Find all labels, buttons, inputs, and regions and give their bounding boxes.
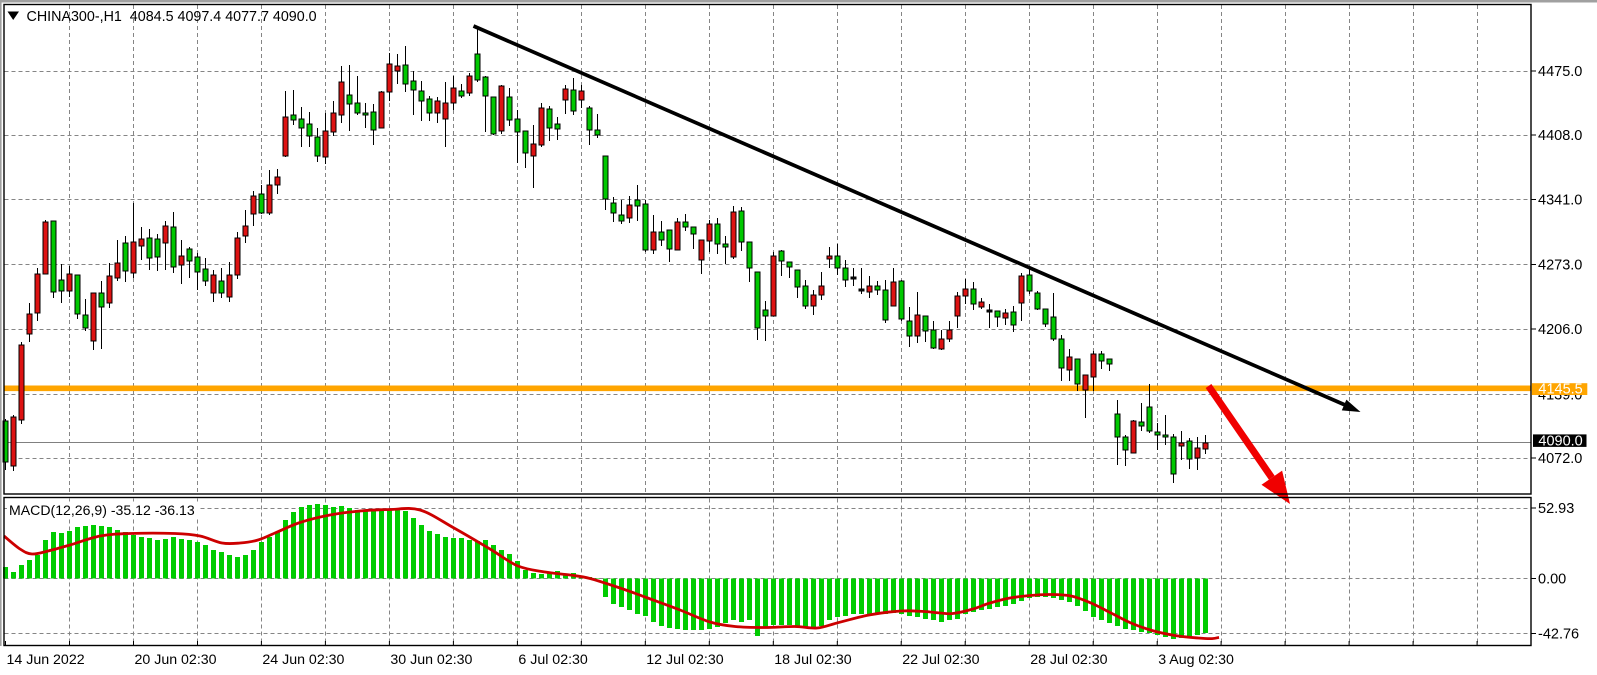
- svg-text:4090.0: 4090.0: [1538, 433, 1582, 449]
- svg-text:20 Jun 02:30: 20 Jun 02:30: [135, 652, 217, 668]
- svg-text:4273.0: 4273.0: [1538, 258, 1582, 274]
- svg-text:6 Jul 02:30: 6 Jul 02:30: [518, 652, 588, 668]
- svg-text:18 Jul 02:30: 18 Jul 02:30: [774, 652, 851, 668]
- svg-text:24 Jun 02:30: 24 Jun 02:30: [262, 652, 344, 668]
- svg-text:4206.0: 4206.0: [1538, 322, 1582, 338]
- svg-text:4341.0: 4341.0: [1538, 193, 1582, 209]
- svg-text:-42.76: -42.76: [1538, 627, 1579, 643]
- svg-text:4145.5: 4145.5: [1538, 382, 1582, 398]
- svg-text:0.00: 0.00: [1538, 572, 1566, 588]
- svg-text:52.93: 52.93: [1538, 501, 1574, 517]
- svg-text:CHINA300-,H1 4084.5 4097.4 40: CHINA300-,H1 4084.5 4097.4 4077.7 4090.0: [27, 9, 317, 25]
- svg-text:30 Jun 02:30: 30 Jun 02:30: [390, 652, 472, 668]
- svg-text:12 Jul 02:30: 12 Jul 02:30: [646, 652, 723, 668]
- svg-text:3 Aug 02:30: 3 Aug 02:30: [1158, 652, 1234, 668]
- svg-text:4475.0: 4475.0: [1538, 64, 1582, 80]
- svg-text:MACD(12,26,9) -35.12 -36.13: MACD(12,26,9) -35.12 -36.13: [9, 502, 195, 518]
- svg-text:4072.0: 4072.0: [1538, 451, 1582, 467]
- svg-text:14 Jun 2022: 14 Jun 2022: [7, 652, 85, 668]
- svg-text:22 Jul 02:30: 22 Jul 02:30: [902, 652, 979, 668]
- svg-text:4408.0: 4408.0: [1538, 128, 1582, 144]
- svg-text:28 Jul 02:30: 28 Jul 02:30: [1030, 652, 1107, 668]
